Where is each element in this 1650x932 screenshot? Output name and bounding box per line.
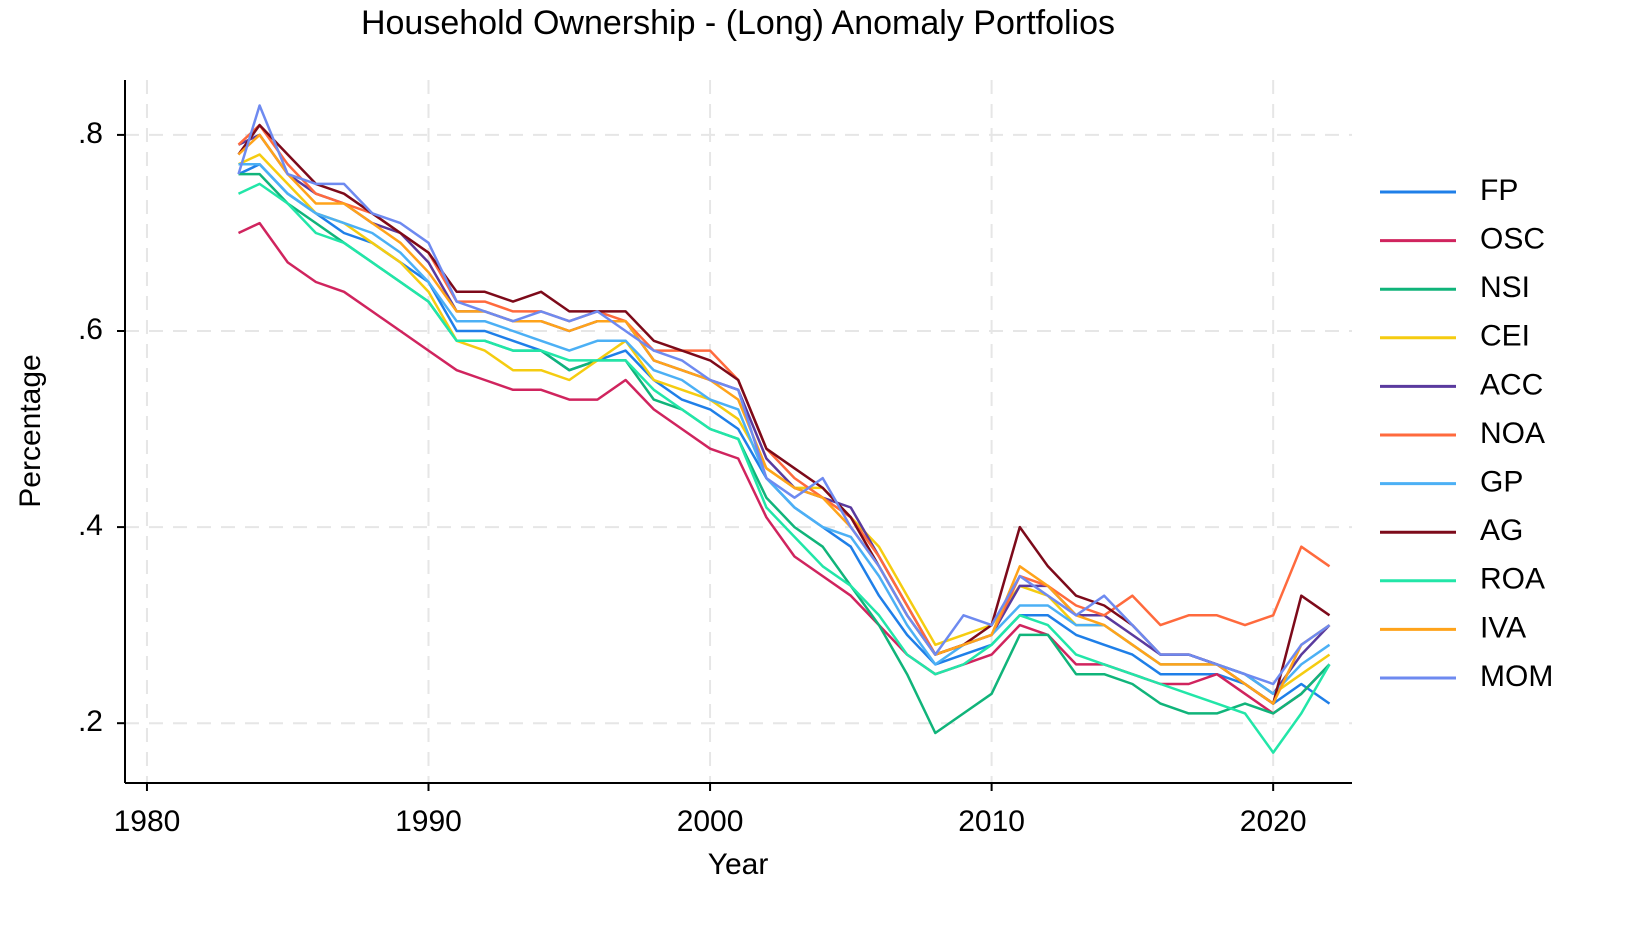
x-tick-label: 1980 <box>114 805 181 838</box>
series-line <box>237 133 1331 696</box>
legend-label: OSC <box>1480 223 1545 256</box>
x-axis-label: Year <box>708 848 769 881</box>
legend-label: GP <box>1480 466 1523 499</box>
y-tick-label: .6 <box>78 313 103 346</box>
x-tick-label: 2020 <box>1240 805 1307 838</box>
series-line <box>238 172 1331 735</box>
legend-label: ACC <box>1480 368 1543 401</box>
legend-label: ROA <box>1480 563 1545 596</box>
legend-label: NSI <box>1480 271 1530 304</box>
y-tick-label: .2 <box>78 705 103 738</box>
legend-label: FP <box>1480 174 1518 207</box>
y-tick-label: .8 <box>78 117 103 150</box>
chart-title: Household Ownership - (Long) Anomaly Por… <box>361 4 1115 42</box>
series-line <box>237 123 1331 705</box>
series-line <box>237 123 1331 656</box>
legend-label: AG <box>1480 514 1523 547</box>
x-tick-label: 1990 <box>395 805 462 838</box>
legend-label: IVA <box>1480 611 1526 644</box>
y-tick-label: .4 <box>78 509 103 542</box>
y-axis-label: Percentage <box>14 354 47 507</box>
series-line <box>237 182 1331 754</box>
legend-label: NOA <box>1480 417 1545 450</box>
series-line <box>237 104 1331 686</box>
x-tick-label: 2000 <box>677 805 744 838</box>
series-line <box>237 133 1331 705</box>
x-tick-label: 2010 <box>958 805 1025 838</box>
legend-label: CEI <box>1480 320 1530 353</box>
legend-label: MOM <box>1480 660 1553 693</box>
